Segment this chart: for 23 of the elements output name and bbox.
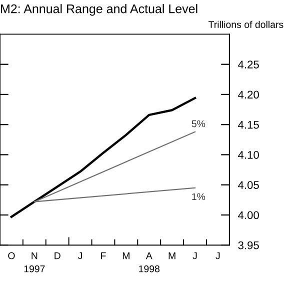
x-tick-label: F <box>101 252 106 260</box>
x-tick-label: J <box>192 252 197 260</box>
series-label: 1% <box>192 193 206 200</box>
text: 1997 <box>24 265 45 272</box>
x-tick-label: N <box>32 252 38 260</box>
y-tick-label: 4.25 <box>238 60 259 68</box>
x-tick-label: J <box>78 252 82 260</box>
x-tick-label: D <box>54 252 60 260</box>
y-tick-label: 4.15 <box>238 120 259 129</box>
x-tick-label: J <box>216 252 220 260</box>
text: 1998 <box>139 265 160 272</box>
chart-title: M2: Annual Range and Actual Level <box>1 4 198 16</box>
series-label: 5% <box>192 120 206 128</box>
y-axis-title: Trillions of dollars <box>208 20 284 28</box>
x-tick-label: M <box>122 252 130 260</box>
x-tick-label: A <box>146 252 152 260</box>
y-tick-label: 4.10 <box>238 150 259 159</box>
x-tick-label: O <box>8 252 15 260</box>
y-tick-label: 3.95 <box>238 241 259 250</box>
x-tick-label: M <box>168 252 176 260</box>
y-tick-label: 4.20 <box>238 90 259 99</box>
y-tick-label: 4.05 <box>238 181 259 189</box>
y-tick-label: 4.00 <box>238 211 259 220</box>
